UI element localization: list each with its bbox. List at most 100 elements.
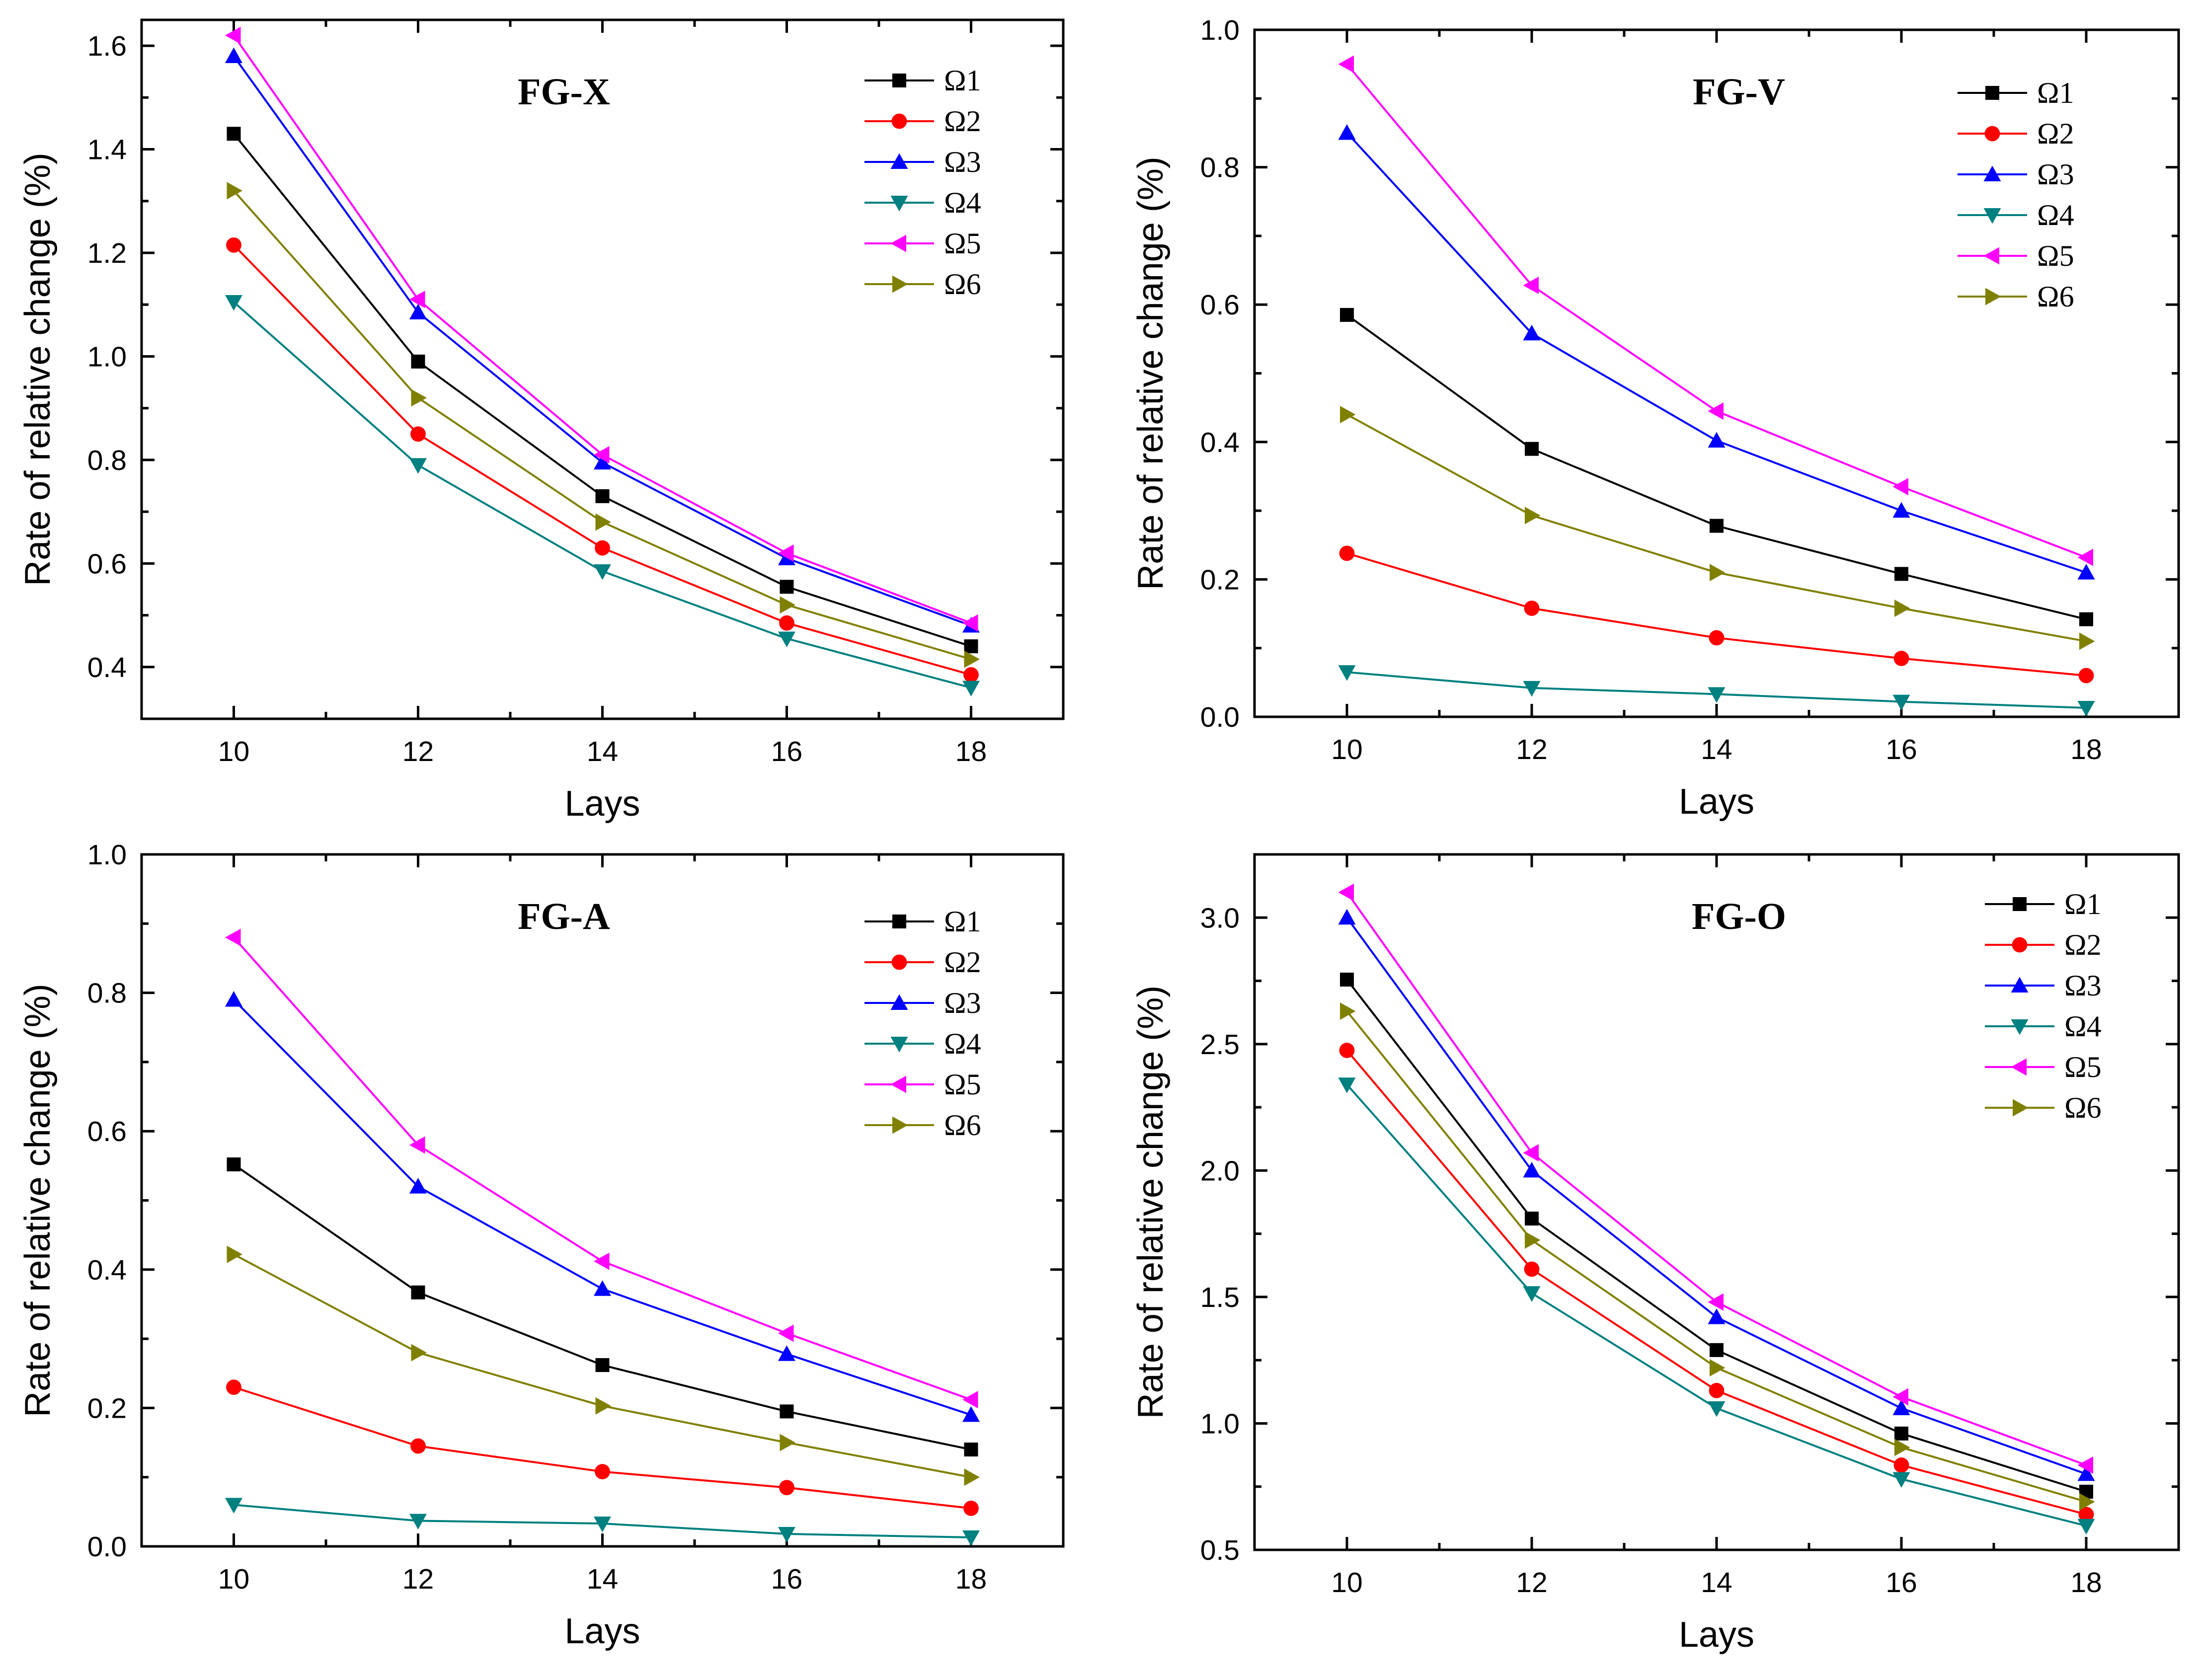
data-point xyxy=(1524,1261,1540,1277)
data-point xyxy=(964,639,978,654)
data-point xyxy=(2078,1507,2094,1523)
y-tick-label: 0.6 xyxy=(87,548,127,580)
legend-label: Ω6 xyxy=(944,268,981,301)
data-point xyxy=(2077,701,2095,717)
series-line xyxy=(233,55,972,627)
legend-marker xyxy=(2012,937,2028,953)
data-point xyxy=(410,426,426,442)
panel-title: FG-A xyxy=(518,896,610,937)
series-6 xyxy=(227,1245,980,1486)
data-point xyxy=(2078,668,2094,684)
data-point xyxy=(779,1480,794,1495)
legend-marker xyxy=(890,1037,908,1053)
x-tick-label: 12 xyxy=(1516,1567,1547,1599)
legend-label: Ω3 xyxy=(2037,158,2074,191)
y-axis-title: Rate of relative change (%) xyxy=(1131,986,1171,1419)
y-tick-label: 0.6 xyxy=(87,1116,127,1147)
data-point xyxy=(1894,1426,1908,1441)
y-tick-label: 1.2 xyxy=(87,237,127,269)
data-point xyxy=(409,304,427,319)
x-tick-label: 14 xyxy=(587,736,618,767)
legend-label: Ω6 xyxy=(944,1109,981,1142)
data-point xyxy=(780,1434,795,1451)
data-point xyxy=(594,564,611,580)
data-point xyxy=(1894,599,1910,617)
y-tick-label: 2.5 xyxy=(1200,1029,1240,1061)
y-tick-label: 0.2 xyxy=(1200,564,1240,596)
data-point xyxy=(1892,478,1908,496)
data-point xyxy=(410,1438,426,1454)
data-point xyxy=(963,1500,979,1516)
y-axis-title: Rate of relative change (%) xyxy=(18,153,58,586)
data-point xyxy=(2077,548,2093,566)
data-point xyxy=(1523,1144,1539,1162)
data-point xyxy=(225,47,242,63)
legend-label: Ω5 xyxy=(2037,239,2074,272)
legend-marker xyxy=(890,196,908,212)
series-4 xyxy=(1338,1077,2095,1535)
legend-marker xyxy=(1985,288,2001,305)
y-tick-label: 0.4 xyxy=(1200,427,1240,458)
data-point xyxy=(595,1358,610,1373)
data-point xyxy=(780,1404,794,1419)
data-point xyxy=(1525,1231,1541,1249)
series-1 xyxy=(1340,973,2093,1499)
legend-item: Ω6 xyxy=(864,268,981,301)
series-6 xyxy=(1340,1002,2095,1511)
legend-marker xyxy=(2011,1019,2029,1035)
y-tick-label: 0.0 xyxy=(1200,701,1240,733)
legend-item: Ω2 xyxy=(1985,928,2102,961)
y-axis-title: Rate of relative change (%) xyxy=(18,984,58,1417)
series-line xyxy=(233,936,972,1401)
y-tick-label: 2.0 xyxy=(1200,1155,1240,1187)
data-point xyxy=(1525,442,1539,456)
y-tick-label: 3.0 xyxy=(1200,902,1240,934)
legend-item: Ω1 xyxy=(864,905,981,938)
x-tick-label: 14 xyxy=(1701,734,1732,765)
data-point xyxy=(409,458,427,474)
legend-item: Ω6 xyxy=(864,1109,981,1142)
data-point xyxy=(1708,402,1724,420)
series-1 xyxy=(227,1157,978,1456)
series-6 xyxy=(1340,405,2095,650)
legend-marker xyxy=(1984,126,2000,142)
legend: Ω1 Ω2 Ω3 Ω4 Ω5 Ω6 xyxy=(1985,888,2102,1124)
x-tick-label: 10 xyxy=(1331,1567,1362,1599)
data-point xyxy=(1523,1286,1541,1302)
series-5 xyxy=(1338,883,2093,1474)
x-tick-label: 16 xyxy=(771,1563,802,1595)
data-point xyxy=(225,928,241,946)
data-point xyxy=(1892,1472,1910,1488)
data-point xyxy=(1339,1043,1355,1058)
data-point xyxy=(962,1406,980,1422)
legend-item: Ω3 xyxy=(1958,158,2074,191)
legend-item: Ω2 xyxy=(864,105,981,138)
series-5 xyxy=(225,26,978,632)
data-point xyxy=(1709,630,1725,646)
legend-item: Ω3 xyxy=(864,146,981,178)
series-line xyxy=(233,35,972,624)
y-tick-label: 0.0 xyxy=(87,1531,127,1563)
data-point xyxy=(409,291,425,308)
data-point xyxy=(2077,1456,2093,1474)
y-axis-title: Rate of relative change (%) xyxy=(1131,156,1171,590)
data-point xyxy=(2079,632,2095,650)
series-2 xyxy=(226,1379,979,1516)
legend-label: Ω1 xyxy=(944,905,981,938)
data-point xyxy=(1893,651,1909,666)
legend-marker xyxy=(1983,208,2001,224)
legend-item: Ω2 xyxy=(1958,117,2074,150)
data-point xyxy=(1340,1002,1356,1020)
data-point xyxy=(225,1498,242,1514)
x-tick-label: 10 xyxy=(1331,734,1362,765)
y-tick-label: 0.6 xyxy=(1200,289,1240,321)
y-tick-label: 1.0 xyxy=(1200,14,1240,46)
data-point xyxy=(1340,405,1356,423)
data-point xyxy=(1892,1388,1908,1406)
chart-panel-fg-x: 10 12 14 16 18 0.4 0.6 0.8 1.0 1.2 1.4 1.6 Lays Rate … xyxy=(18,18,1065,824)
legend-label: Ω6 xyxy=(2037,280,2074,313)
series-2 xyxy=(1339,1043,2094,1523)
x-axis-title: Lays xyxy=(564,1611,640,1651)
legend-item: Ω1 xyxy=(1958,76,2074,109)
